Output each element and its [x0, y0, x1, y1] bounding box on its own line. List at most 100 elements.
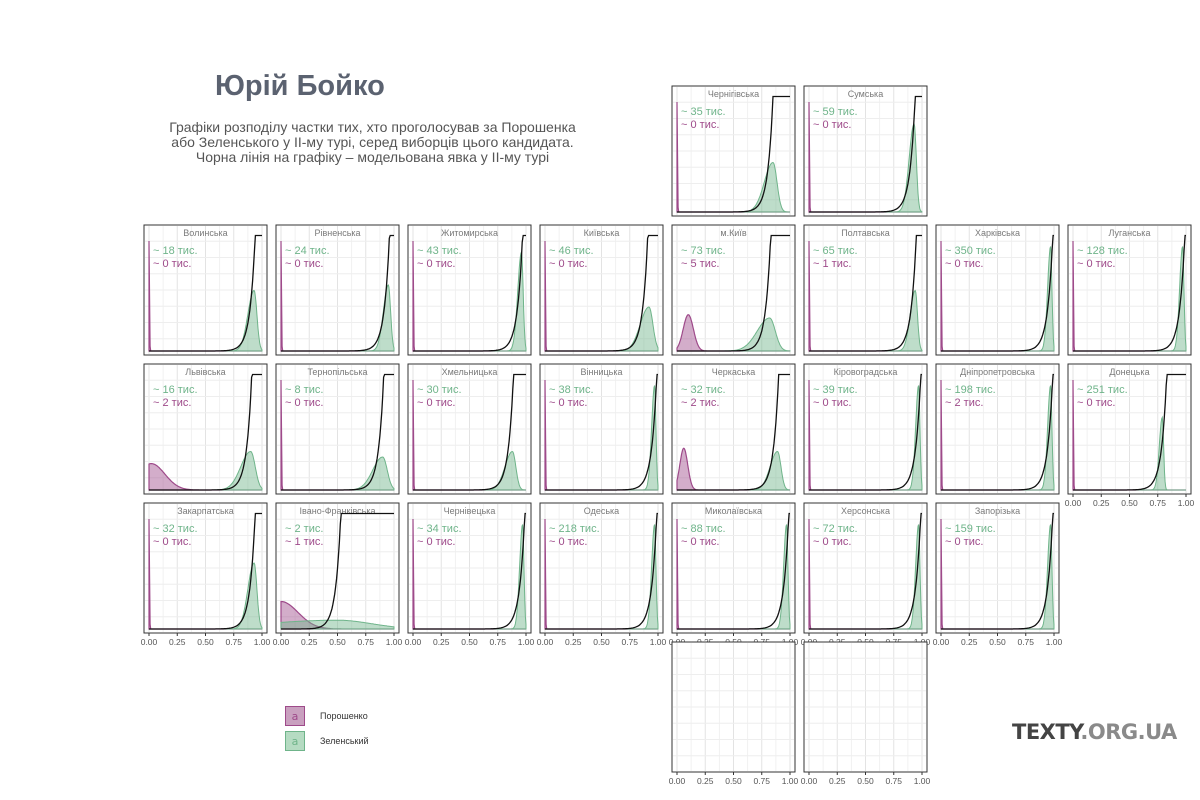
zelensky-count: ~ 18 тис. — [153, 245, 198, 257]
turnout-line — [281, 512, 394, 630]
x-tick-label: 0.75 — [357, 637, 374, 647]
poroshenko-count: ~ 2 тис. — [153, 397, 191, 409]
x-tick-label: 0.50 — [725, 776, 742, 786]
zelensky-count: ~ 159 тис. — [945, 523, 996, 535]
x-tick-label: 1.00 — [1178, 498, 1195, 508]
poroshenko-count: ~ 0 тис. — [1077, 397, 1115, 409]
subtitle-line: Графіки розподілу частки тих, хто прогол… — [169, 119, 576, 135]
poroshenko-count: ~ 5 тис. — [681, 258, 719, 270]
turnout-line — [281, 234, 394, 352]
x-tick-label: 0.75 — [885, 776, 902, 786]
x-tick-label: 0.00 — [141, 637, 158, 647]
x-tick-label: 0.50 — [461, 637, 478, 647]
poroshenko-count: ~ 0 тис. — [813, 397, 851, 409]
facet-panel: 0.00 0.25 0.50 0.75 1.00 — [669, 641, 799, 786]
turnout-line — [281, 373, 394, 491]
facet-panel: Хмельницька ~ 30 тис.~ 0 тис. — [407, 363, 532, 495]
turnout-line — [545, 512, 658, 630]
turnout-line — [413, 234, 526, 352]
poroshenko-count: ~ 2 тис. — [945, 397, 983, 409]
facet-panel: 0.00 0.25 0.50 0.75 1.00 — [801, 641, 931, 786]
facet-panel: Донецька ~ 251 тис.~ 0 тис. 0.00 0.25 0.50 0.… — [1065, 363, 1195, 508]
x-tick-label: 1.00 — [782, 776, 799, 786]
turnout-line — [941, 234, 1054, 352]
turnout-line — [809, 373, 922, 491]
facet-panel: Чернівецька ~ 34 тис.~ 0 тис. 0.00 0.25 0.50… — [405, 502, 535, 647]
facet-panel: Житомирська ~ 43 тис.~ 0 тис. — [407, 224, 532, 356]
poroshenko-count: ~ 0 тис. — [285, 258, 323, 270]
panel-title: Чернігівська — [708, 89, 759, 99]
zelensky-count: ~ 2 тис. — [285, 523, 323, 535]
panel-title: Луганська — [1109, 228, 1151, 238]
zelensky-count: ~ 35 тис. — [681, 106, 726, 118]
panel-title: Івано-Франківська — [300, 506, 376, 516]
turnout-line — [809, 95, 922, 213]
turnout-line — [149, 234, 262, 352]
zelensky-count: ~ 72 тис. — [813, 523, 858, 535]
x-tick-label: 0.25 — [565, 637, 582, 647]
zelensky-count: ~ 218 тис. — [549, 523, 600, 535]
panel-title: Запорізька — [975, 506, 1020, 516]
facet-panel: Сумська ~ 59 тис.~ 0 тис. — [803, 85, 928, 217]
panel-title: Миколаївська — [705, 506, 762, 516]
x-tick-label: 0.25 — [961, 637, 978, 647]
legend-key-zelensky: a — [285, 730, 305, 751]
facet-panel: Кіровоградська ~ 39 тис.~ 0 тис. — [803, 363, 928, 495]
zelensky-count: ~ 32 тис. — [681, 384, 726, 396]
x-tick-label: 0.75 — [225, 637, 242, 647]
logo-main: TEXTY — [1012, 720, 1081, 744]
facet-panel: Івано-Франківська ~ 2 тис.~ 1 тис. 0.00 0.2… — [273, 502, 403, 647]
panel-title: Чернівецька — [444, 506, 496, 516]
turnout-line — [809, 512, 922, 630]
poroshenko-count: ~ 0 тис. — [549, 397, 587, 409]
chart-subtitle: Графіки розподілу частки тих, хто прогол… — [150, 120, 595, 165]
facet-panel: Херсонська~ 72 тис.~ 0 тис.0.000.250.500… — [801, 502, 931, 647]
poroshenko-count: ~ 0 тис. — [417, 258, 455, 270]
facet-panel: Миколаївська~ 88 тис.~ 0 тис.0.000.250.5… — [669, 502, 799, 647]
zelensky-count: ~ 46 тис. — [549, 245, 594, 257]
x-tick-label: 1.00 — [518, 637, 535, 647]
turnout-line — [809, 234, 922, 352]
logo-suffix: .ORG.UA — [1080, 720, 1177, 744]
facet-panel: Запорізька ~ 159 тис.~ 0 тис. 0.00 0.25 0.50… — [933, 502, 1063, 647]
x-tick-label: 0.50 — [197, 637, 214, 647]
panel-title: Дніпропетровська — [960, 367, 1035, 377]
panel-title: Волинська — [183, 228, 227, 238]
subtitle-line: Чорна лінія на графіку – модельована явк… — [195, 149, 550, 165]
turnout-line — [413, 373, 526, 491]
panel-title: Херсонська — [841, 506, 890, 516]
x-tick-label: 0.25 — [433, 637, 450, 647]
x-tick-label: 1.00 — [1046, 637, 1063, 647]
poroshenko-count: ~ 0 тис. — [945, 536, 983, 548]
legend: a Порошенко a Зеленський — [285, 703, 369, 753]
turnout-line — [1073, 373, 1186, 491]
x-tick-label: 0.00 — [1065, 498, 1082, 508]
x-tick-label: 0.25 — [301, 637, 318, 647]
facet-panel: м.Київ ~ 73 тис.~ 5 тис. — [671, 224, 796, 356]
zelensky-count: ~ 59 тис. — [813, 106, 858, 118]
facet-panel: Одеська ~ 218 тис.~ 0 тис. 0.00 0.25 0.50 0.7… — [537, 502, 667, 647]
poroshenko-count: ~ 0 тис. — [681, 119, 719, 131]
panel-title: Донецька — [1109, 367, 1149, 377]
facet-panel: Чернігівська ~ 35 тис.~ 0 тис. — [671, 85, 796, 217]
subtitle-line: або Зеленського у ІІ-му турі, серед вибо… — [171, 134, 574, 150]
turnout-line — [545, 373, 658, 491]
panel-title: Одеська — [584, 506, 619, 516]
turnout-line — [677, 234, 790, 352]
legend-label: Зеленський — [320, 735, 369, 746]
zelensky-count: ~ 73 тис. — [681, 245, 726, 257]
facet-panel: Закарпатська ~ 32 тис.~ 0 тис. 0.00 0.25 0.5… — [141, 502, 271, 647]
legend-item-poroshenko: a Порошенко — [285, 703, 369, 728]
x-tick-label: 0.75 — [753, 776, 770, 786]
x-tick-label: 0.00 — [405, 637, 422, 647]
x-tick-label: 0.75 — [1149, 498, 1166, 508]
chart-title: Юрій Бойко — [215, 70, 385, 102]
x-tick-label: 0.25 — [829, 776, 846, 786]
zelensky-count: ~ 128 тис. — [1077, 245, 1128, 257]
x-tick-label: 0.00 — [801, 776, 818, 786]
turnout-line — [941, 512, 1054, 630]
turnout-line — [677, 95, 790, 213]
panel-title: Рівненська — [314, 228, 360, 238]
turnout-line — [677, 373, 790, 491]
panel-title: Львівська — [185, 367, 225, 377]
